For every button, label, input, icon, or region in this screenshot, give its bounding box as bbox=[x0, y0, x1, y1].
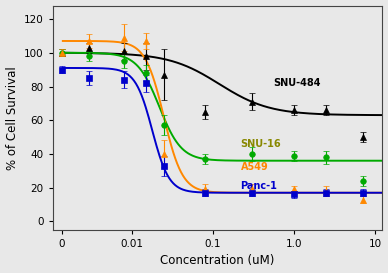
Text: SNU-484: SNU-484 bbox=[273, 78, 320, 88]
X-axis label: Concentration (uM): Concentration (uM) bbox=[160, 254, 275, 268]
Y-axis label: % of Cell Survival: % of Cell Survival bbox=[5, 66, 19, 170]
Text: Panc-1: Panc-1 bbox=[241, 181, 277, 191]
Text: SNU-16: SNU-16 bbox=[241, 139, 281, 149]
Text: A549: A549 bbox=[241, 162, 268, 173]
